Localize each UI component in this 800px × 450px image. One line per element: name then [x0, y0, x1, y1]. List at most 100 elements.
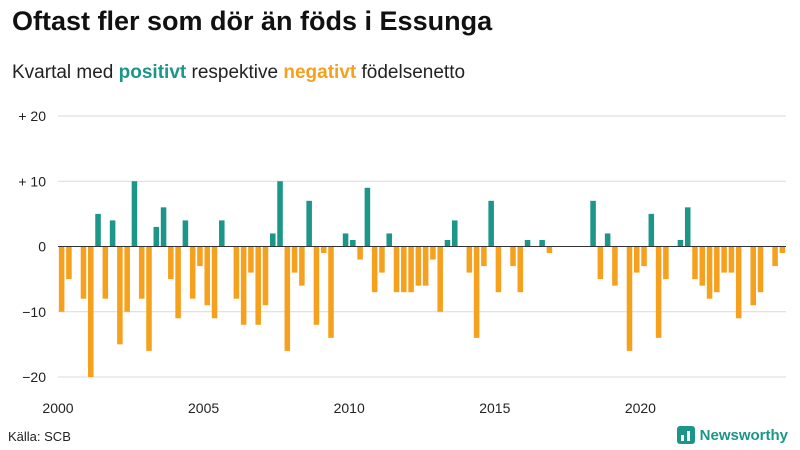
bar-negative	[415, 246, 422, 286]
bar-negative	[546, 246, 553, 254]
bar-negative	[320, 246, 327, 254]
subtitle-positive-word: positivt	[118, 62, 187, 83]
bar-negative	[750, 246, 757, 306]
bar-positive	[604, 233, 611, 247]
bar-positive	[153, 226, 160, 247]
bar-negative	[124, 246, 130, 312]
bar-negative	[197, 246, 203, 267]
bar-positive	[364, 187, 371, 247]
bar-negative	[612, 246, 618, 286]
newsworthy-logo: Newsworthy	[676, 426, 788, 444]
bar-negative	[401, 246, 407, 293]
bar-layer	[58, 181, 786, 377]
bar-negative	[117, 246, 123, 345]
bar-positive	[524, 239, 531, 247]
bar-negative	[189, 246, 196, 299]
bar-negative	[408, 246, 414, 293]
x-tick-label: 2005	[188, 400, 219, 416]
bar-negative	[393, 246, 400, 293]
bar-positive	[444, 239, 451, 247]
bar-positive	[684, 207, 691, 247]
bar-negative	[328, 246, 334, 338]
bar-negative	[102, 246, 109, 299]
subtitle-negative-word: negativt	[283, 62, 357, 83]
subtitle-prefix: Kvartal med	[12, 62, 119, 83]
bar-negative	[473, 246, 480, 338]
bar-negative	[626, 246, 633, 351]
bar-negative	[422, 246, 429, 286]
bar-positive	[160, 207, 167, 247]
bar-negative	[299, 246, 305, 286]
subtitle-middle: respektive	[186, 62, 284, 83]
bar-negative	[517, 246, 524, 293]
x-tick-label: 2000	[42, 400, 73, 416]
bar-negative	[58, 246, 65, 312]
bar-negative	[379, 246, 385, 273]
bar-positive	[590, 200, 596, 247]
bar-negative	[357, 246, 363, 260]
bar-negative	[313, 246, 320, 325]
bar-positive	[677, 239, 684, 247]
bar-negative	[146, 246, 152, 351]
bar-positive	[648, 213, 655, 247]
bar-negative	[692, 246, 698, 280]
y-tick-label: 0	[38, 239, 46, 255]
bar-positive	[277, 181, 283, 247]
axis-layer: + 20 + 10 0 −10 −20 2000 2005 2010 2015 2020	[18, 108, 786, 416]
bar-negative	[510, 246, 516, 267]
bar-negative	[138, 246, 145, 299]
bar-negative	[466, 246, 473, 273]
bar-negative	[706, 246, 713, 299]
bar-negative	[175, 246, 181, 319]
bar-negative	[437, 246, 443, 312]
bar-negative	[641, 246, 647, 267]
bar-negative	[284, 246, 291, 351]
bar-negative	[735, 246, 742, 319]
x-tick-label: 2010	[334, 400, 365, 416]
bar-positive	[219, 220, 225, 247]
bar-negative	[204, 246, 211, 306]
y-tick-label: −20	[22, 369, 46, 385]
bar-negative	[291, 246, 298, 273]
bar-positive	[451, 220, 458, 247]
bar-negative	[757, 246, 764, 293]
bar-negative	[699, 246, 706, 286]
bar-negative	[80, 246, 87, 299]
y-tick-label: + 20	[18, 108, 46, 124]
bar-negative	[255, 246, 261, 325]
bar-negative	[87, 246, 94, 377]
bar-positive	[350, 239, 356, 247]
bar-negative	[240, 246, 247, 325]
bar-positive	[131, 181, 138, 247]
bar-negative	[248, 246, 254, 273]
bar-negative	[728, 246, 735, 273]
bar-negative	[633, 246, 640, 273]
bar-positive	[488, 200, 494, 247]
bar-negative	[714, 246, 720, 293]
bar-positive	[306, 200, 312, 247]
bar-negative	[481, 246, 487, 267]
x-tick-label: 2020	[625, 400, 656, 416]
bar-negative	[233, 246, 240, 299]
bar-positive	[539, 239, 545, 247]
source-note: Källa: SCB	[8, 429, 71, 444]
x-tick-label: 2015	[479, 400, 510, 416]
chart-title: Oftast fler som dör än föds i Essunga	[12, 6, 493, 36]
brand-name: Newsworthy	[699, 426, 788, 444]
bar-negative	[663, 246, 669, 280]
bar-chart: + 20 + 10 0 −10 −20 2000 2005 2010 2015 2020	[18, 108, 786, 416]
bar-negative	[721, 246, 727, 273]
bar-positive	[269, 233, 276, 247]
bar-negative	[655, 246, 662, 338]
y-tick-label: + 10	[18, 173, 46, 189]
bar-negative	[495, 246, 502, 293]
bar-negative	[262, 246, 269, 306]
y-tick-label: −10	[22, 304, 46, 320]
bar-chart-icon	[676, 426, 695, 444]
bar-positive	[182, 220, 189, 247]
bar-negative	[371, 246, 378, 293]
bar-negative	[772, 246, 778, 267]
bar-positive	[386, 233, 393, 247]
bar-negative	[430, 246, 436, 260]
bar-negative	[168, 246, 174, 280]
